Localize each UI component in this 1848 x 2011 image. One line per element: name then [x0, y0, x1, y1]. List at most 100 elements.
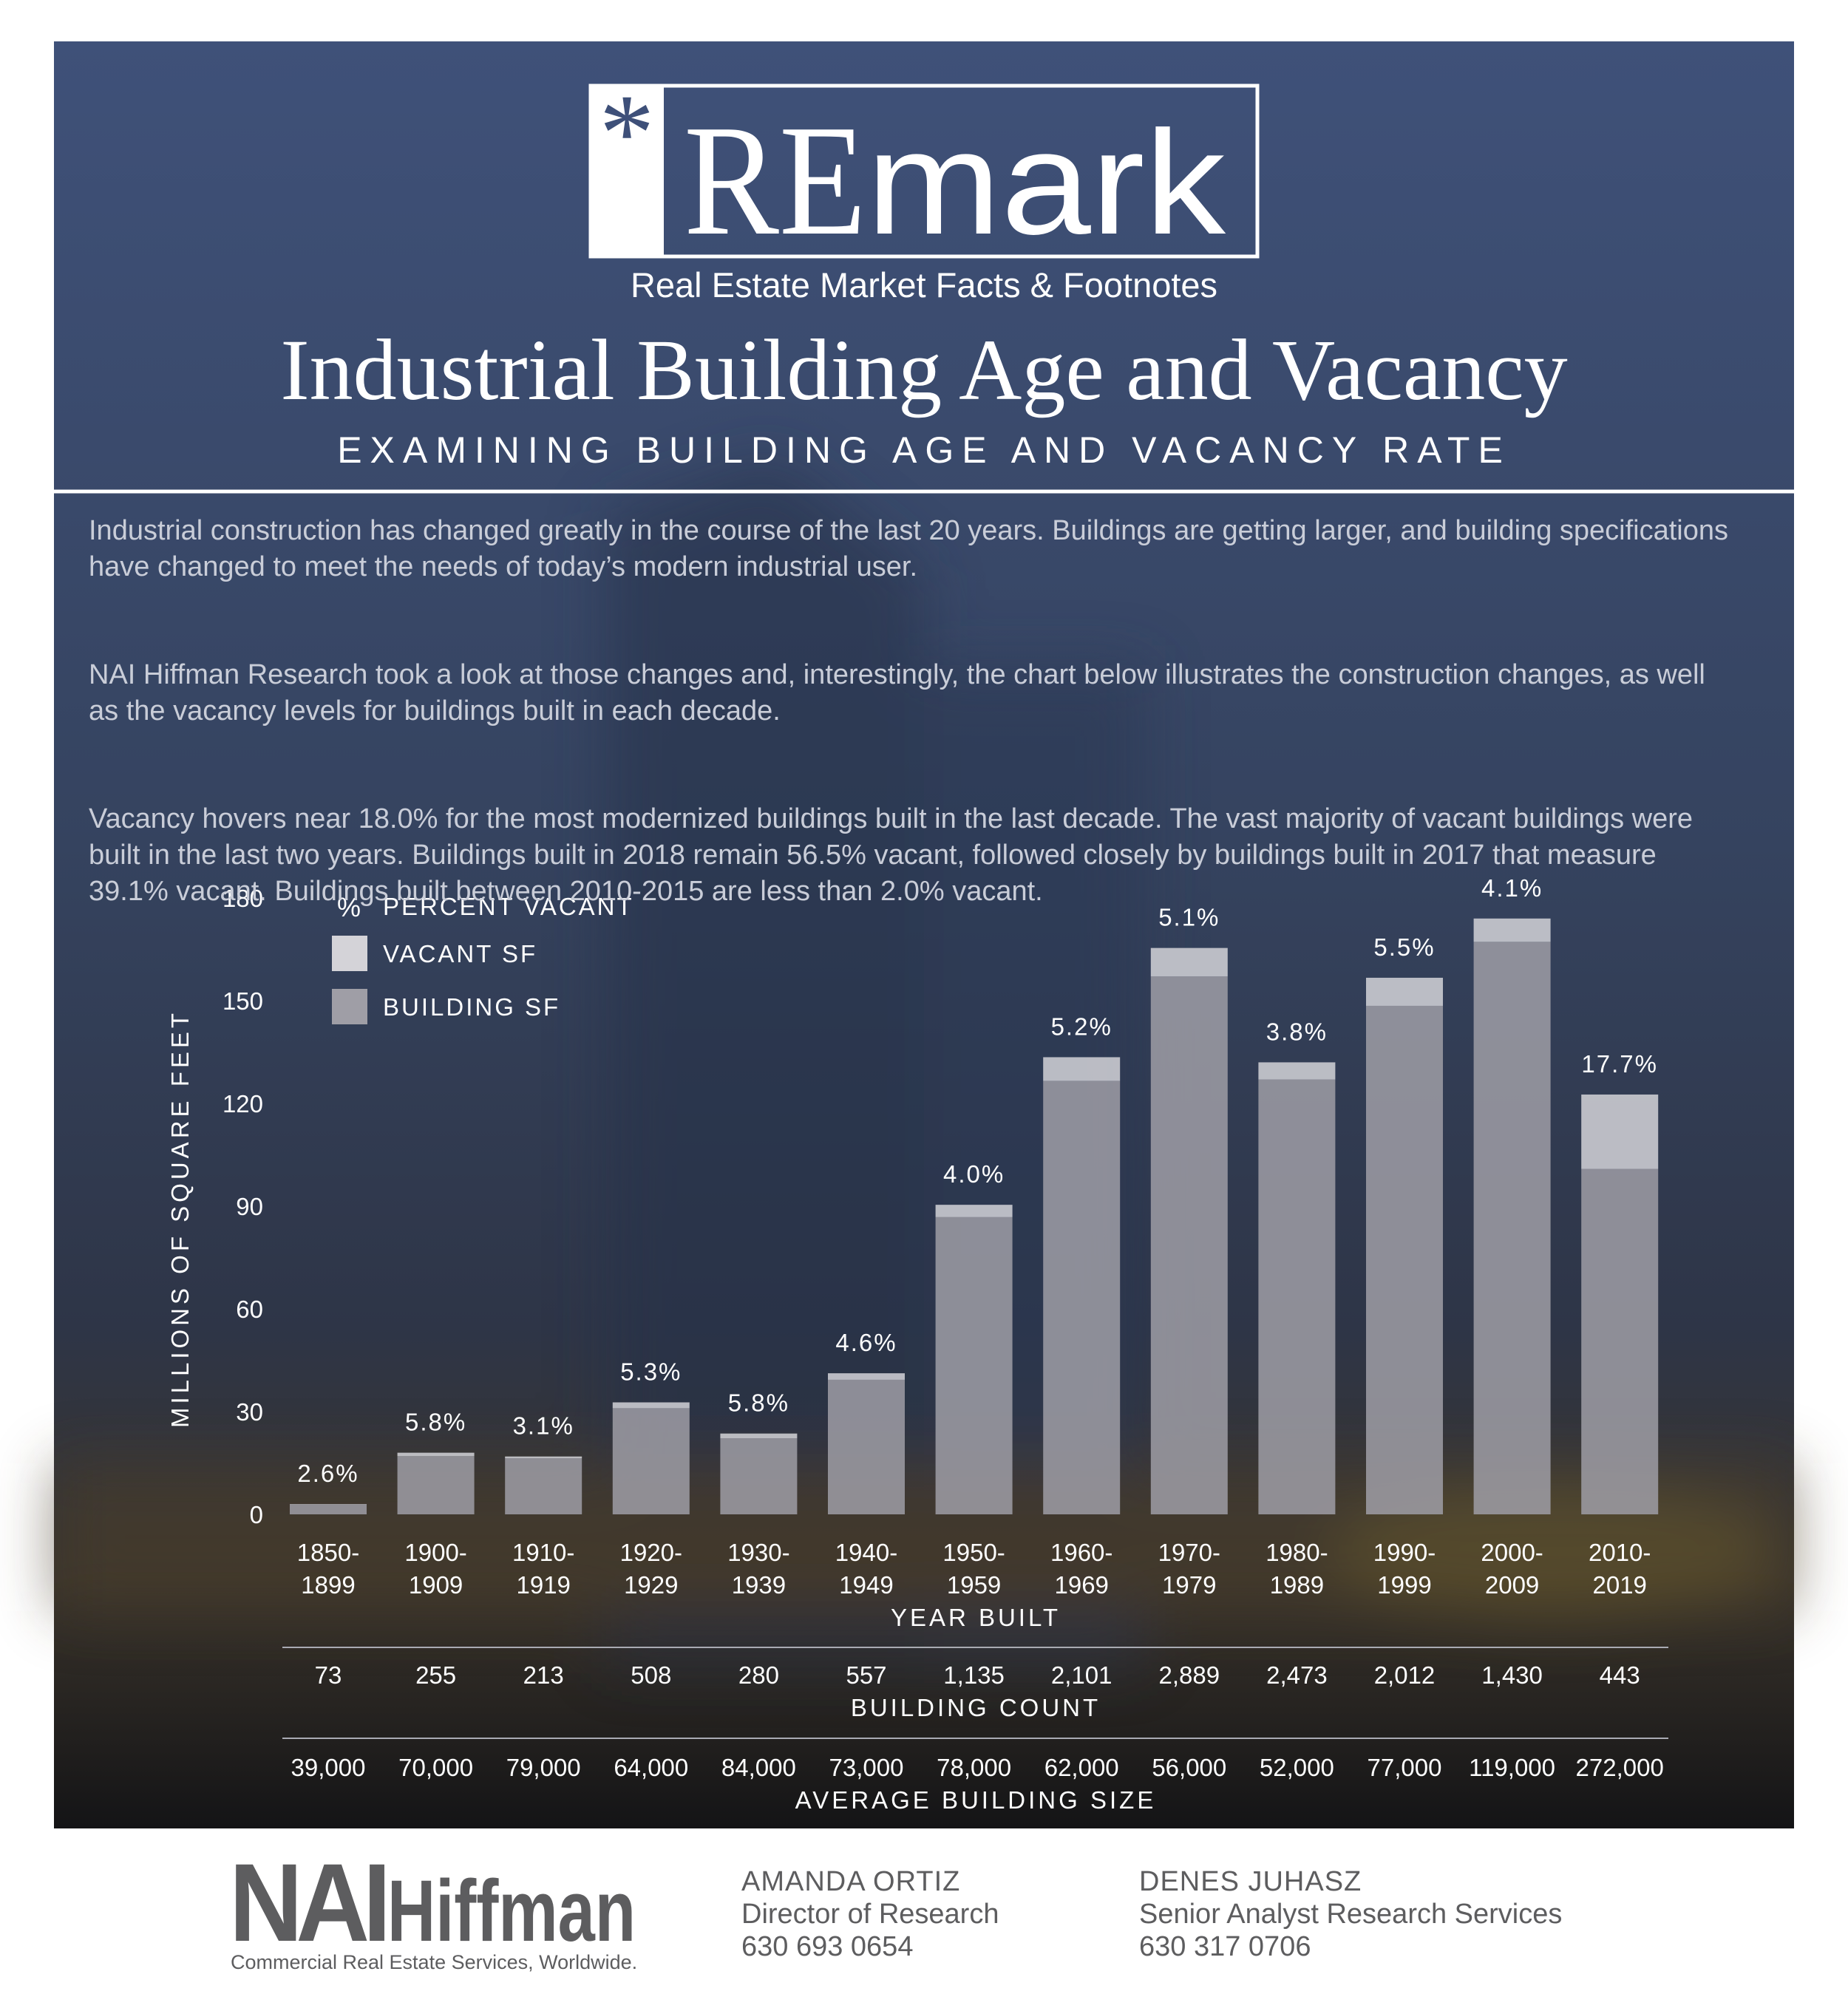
x-tick-label: 2000-2009 — [1481, 1539, 1543, 1599]
y-tick-label: 180 — [222, 885, 263, 912]
row-value: 508 — [631, 1661, 671, 1689]
paragraph: Industrial construction has changed grea… — [89, 515, 1728, 582]
contact-phone: 630 317 0706 — [1139, 1931, 1311, 1962]
y-axis-label: MILLIONS OF SQUARE FEET — [166, 1010, 194, 1428]
legend-label: PERCENT VACANT — [383, 893, 634, 920]
x-tick-label: 1980-1989 — [1266, 1539, 1328, 1599]
row-value: 213 — [523, 1661, 564, 1689]
bar-building-sf — [1366, 1005, 1443, 1514]
row-value: 79,000 — [506, 1754, 581, 1781]
row-value: 73,000 — [829, 1754, 904, 1781]
row-value: 52,000 — [1260, 1754, 1334, 1781]
x-tick-label: 1970-1979 — [1158, 1539, 1220, 1599]
logo-nai: NAI — [229, 1840, 384, 1964]
y-tick-label: 120 — [222, 1090, 263, 1117]
logo-re: RE — [684, 92, 866, 268]
x-tick-label: 1960-1969 — [1050, 1539, 1112, 1599]
y-tick-label: 0 — [250, 1501, 263, 1528]
percent-label: 4.6% — [835, 1329, 897, 1356]
legend-swatch — [332, 989, 367, 1024]
row-value: 73 — [315, 1661, 342, 1689]
logo-hiffman: Hiffman — [387, 1862, 636, 1960]
row-label: BUILDING COUNT — [851, 1694, 1101, 1721]
percent-label: 5.2% — [1051, 1013, 1112, 1040]
y-tick-label: 30 — [236, 1398, 263, 1426]
row-value: 280 — [738, 1661, 779, 1689]
percent-label: 5.8% — [728, 1389, 789, 1417]
x-tick-label: 1920-1929 — [620, 1539, 682, 1599]
x-tick-label: 1910-1919 — [512, 1539, 574, 1599]
x-tick-label: 1930-1939 — [727, 1539, 789, 1599]
contact-role: Senior Analyst Research Services — [1139, 1899, 1562, 1930]
row-value: 84,000 — [721, 1754, 796, 1781]
bar-building-sf — [720, 1438, 798, 1514]
bar-building-sf — [1258, 1079, 1336, 1514]
tagline: Real Estate Market Facts & Footnotes — [631, 265, 1217, 304]
row-value: 2,012 — [1374, 1661, 1436, 1689]
row-value: 64,000 — [614, 1754, 688, 1781]
x-tick-label: 1900-1909 — [404, 1539, 466, 1599]
row-value: 62,000 — [1044, 1754, 1119, 1781]
logo-mark: mark — [866, 101, 1226, 265]
x-tick-label: 1940-1949 — [835, 1539, 897, 1599]
bar-vacant-sf — [612, 1402, 690, 1409]
title: Industrial Building Age and Vacancy — [280, 321, 1567, 418]
x-tick-label: 1850-1899 — [297, 1539, 359, 1599]
row-value: 443 — [1600, 1661, 1640, 1689]
row-value: 2,473 — [1266, 1661, 1328, 1689]
bar-vacant-sf — [505, 1456, 582, 1459]
bar-building-sf — [1043, 1081, 1121, 1514]
percent-label: 2.6% — [297, 1460, 359, 1487]
bar-building-sf — [290, 1504, 367, 1514]
percent-label: 3.1% — [513, 1412, 574, 1440]
legend-label: VACANT SF — [383, 940, 537, 967]
contact-phone: 630 693 0654 — [741, 1931, 913, 1962]
intro-text: Industrial construction has changed grea… — [89, 513, 1730, 981]
row-value: 2,889 — [1159, 1661, 1220, 1689]
percent-label: 3.8% — [1266, 1018, 1328, 1045]
row-value: 78,000 — [937, 1754, 1011, 1781]
contact-name: DENES JUHASZ — [1139, 1866, 1362, 1897]
logo-star: * — [599, 72, 655, 194]
percent-label: 5.5% — [1373, 933, 1435, 961]
bar-vacant-sf — [720, 1433, 798, 1439]
percent-label: 4.1% — [1481, 874, 1543, 902]
bar-vacant-sf — [1366, 977, 1443, 1006]
legend-swatch — [332, 936, 367, 971]
bar-building-sf — [1581, 1168, 1659, 1514]
logo-box — [591, 86, 664, 256]
row-value: 2,101 — [1051, 1661, 1112, 1689]
bar-vacant-sf — [1150, 947, 1228, 977]
percent-label: 4.0% — [943, 1160, 1005, 1188]
legend-label: BUILDING SF — [383, 993, 560, 1021]
percent-label: 17.7% — [1581, 1050, 1658, 1078]
x-tick-label: 2010-2019 — [1589, 1539, 1651, 1599]
bar-building-sf — [612, 1408, 690, 1514]
row-value: 557 — [846, 1661, 886, 1689]
percent-label: 5.3% — [620, 1358, 682, 1385]
percent-label: 5.8% — [405, 1409, 466, 1436]
row-value: 272,000 — [1576, 1754, 1664, 1781]
paragraph: Vacancy hovers near 18.0% for the most m… — [89, 803, 1693, 907]
subtitle: EXAMINING BUILDING AGE AND VACANCY RATE — [337, 429, 1511, 471]
row-value: 77,000 — [1368, 1754, 1442, 1781]
bar-building-sf — [1473, 942, 1551, 1514]
logo-tagline: Commercial Real Estate Services, Worldwi… — [231, 1951, 637, 1973]
contact-name: AMANDA ORTIZ — [741, 1866, 960, 1897]
x-axis-label: YEAR BUILT — [891, 1604, 1061, 1631]
bar-vacant-sf — [828, 1373, 905, 1380]
bar-vacant-sf — [935, 1205, 1013, 1217]
bar-vacant-sf — [1473, 918, 1551, 942]
bar-vacant-sf — [1581, 1094, 1659, 1169]
bar-vacant-sf — [1043, 1057, 1121, 1081]
bar-building-sf — [505, 1458, 582, 1514]
paragraph: NAI Hiffman Research took a look at thos… — [89, 659, 1705, 727]
row-value: 56,000 — [1152, 1754, 1226, 1781]
bar-building-sf — [1150, 976, 1228, 1514]
y-tick-label: 90 — [236, 1193, 263, 1220]
bar-building-sf — [397, 1456, 475, 1514]
contact-role: Director of Research — [741, 1899, 999, 1930]
bar-vacant-sf — [397, 1452, 475, 1457]
